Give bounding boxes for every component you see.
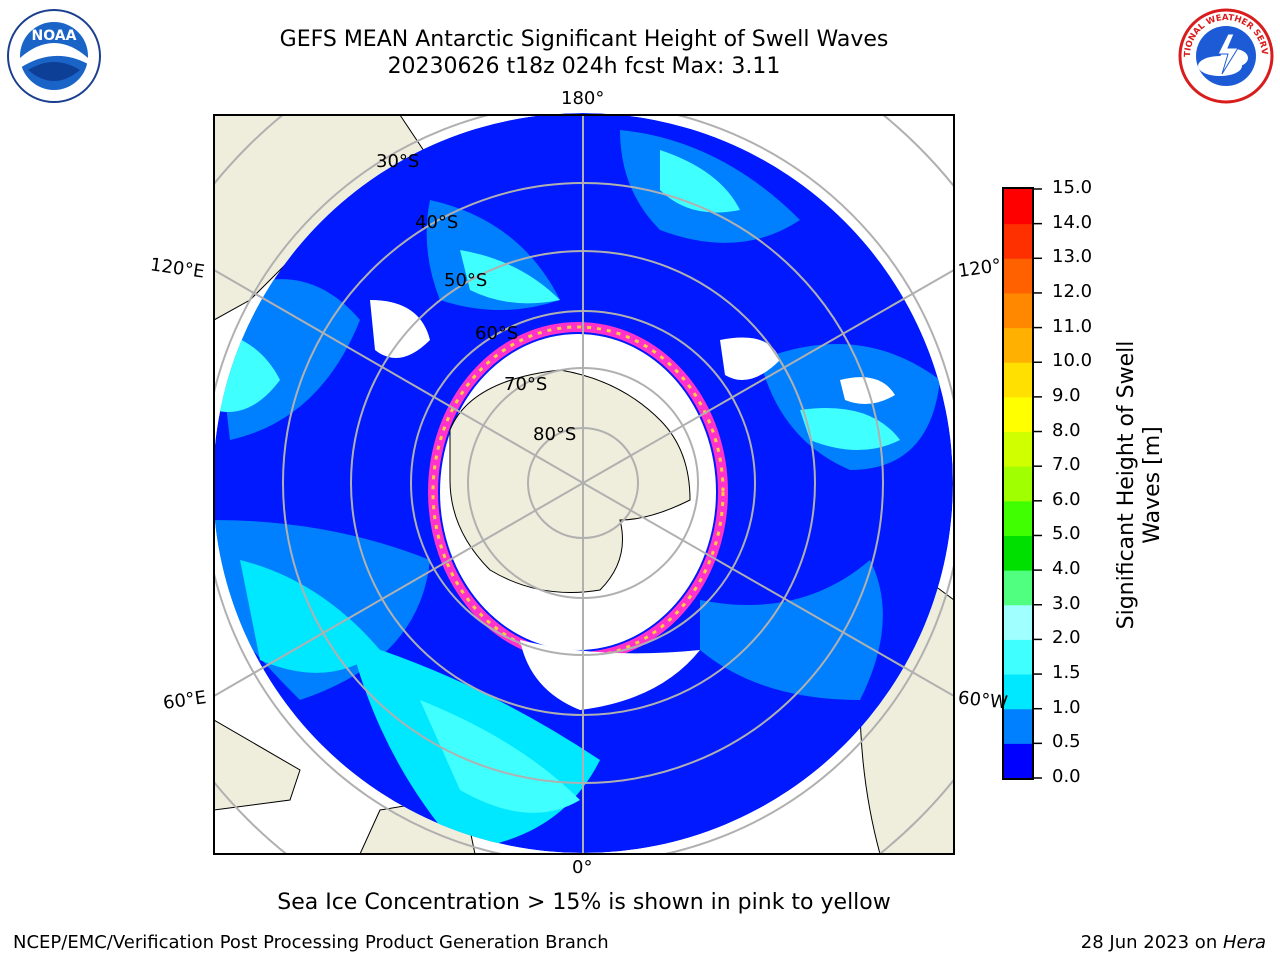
colorbar-segment (1004, 604, 1032, 640)
colorbar-tick-label: 1.5 (1052, 662, 1081, 684)
colorbar-tick-label: 14.0 (1052, 211, 1093, 233)
colorbar-tick-label: 1.0 (1052, 696, 1081, 718)
footer-date-text: 28 Jun 2023 on (1080, 932, 1223, 953)
lon-label-180: 180° (561, 88, 605, 109)
lat-label-70s: 70°S (504, 374, 548, 395)
colorbar-tick-label: 12.0 (1052, 280, 1093, 302)
colorbar-tick-label: 4.0 (1052, 558, 1081, 580)
colorbar-segment (1004, 466, 1032, 502)
map-frame (213, 114, 955, 855)
lon-label-0: 0° (572, 857, 593, 878)
colorbar-tick-label: 8.0 (1052, 419, 1081, 441)
colorbar-segment (1004, 431, 1032, 467)
colorbar-tick-label: 5.0 (1052, 523, 1081, 545)
chart-subtitle: 20230626 t18z 024h fcst Max: 3.11 (387, 54, 781, 79)
footer-date: 28 Jun 2023 on Hera (1081, 932, 1266, 953)
colorbar-segment (1004, 743, 1032, 779)
colorbar-segment (1004, 570, 1032, 606)
lat-label-60s: 60°S (475, 323, 519, 344)
colorbar-segment (1004, 258, 1032, 294)
colorbar-tick-label: 7.0 (1052, 454, 1081, 476)
lat-label-30s: 30°S (376, 151, 420, 172)
colorbar-label-line2: Waves [m] (1140, 426, 1165, 544)
colorbar-segment (1004, 189, 1032, 225)
colorbar-segment (1004, 327, 1032, 363)
colorbar-segment (1004, 500, 1032, 536)
footer-branch: NCEP/EMC/Verification Post Processing Pr… (13, 932, 609, 953)
sea-ice-note: Sea Ice Concentration > 15% is shown in … (277, 890, 891, 915)
colorbar-segment (1004, 674, 1032, 710)
colorbar-tick-label: 3.0 (1052, 592, 1081, 614)
colorbar-tick-label: 0.5 (1052, 731, 1081, 753)
colorbar-segment (1004, 223, 1032, 259)
graticule (214, 115, 954, 854)
colorbar-label-line1: Significant Height of Swell (1114, 340, 1139, 630)
colorbar-frame (1002, 187, 1034, 780)
noaa-logo-text: NOAA (32, 28, 77, 44)
colorbar-segment (1004, 535, 1032, 571)
colorbar-tick-label: 9.0 (1052, 384, 1081, 406)
colorbar-tick-label: 2.0 (1052, 627, 1081, 649)
colorbar-segment (1004, 292, 1032, 329)
chart-title: GEFS MEAN Antarctic Significant Height o… (279, 27, 889, 52)
footer-machine: Hera (1222, 932, 1266, 953)
nws-logo: NATIONAL WEATHER SERVICE (1178, 8, 1274, 104)
colorbar-tick-label: 15.0 (1052, 177, 1093, 198)
colorbar-segment (1004, 396, 1032, 433)
colorbar-tick-label: 10.0 (1052, 350, 1093, 372)
noaa-logo: NOAA (7, 9, 101, 103)
lat-label-40s: 40°S (415, 212, 459, 233)
colorbar-segment (1004, 362, 1032, 398)
lat-label-80s: 80°S (533, 424, 577, 445)
lat-label-50s: 50°S (444, 270, 488, 291)
colorbar-segment (1004, 639, 1032, 675)
colorbar-tick-label: 11.0 (1052, 315, 1093, 337)
colorbar-segment (1004, 708, 1032, 744)
colorbar (1004, 188, 1042, 779)
colorbar-tick-label: 13.0 (1052, 246, 1093, 268)
colorbar-tick-label: 6.0 (1052, 488, 1081, 510)
colorbar-tick-label: 0.0 (1052, 766, 1081, 787)
